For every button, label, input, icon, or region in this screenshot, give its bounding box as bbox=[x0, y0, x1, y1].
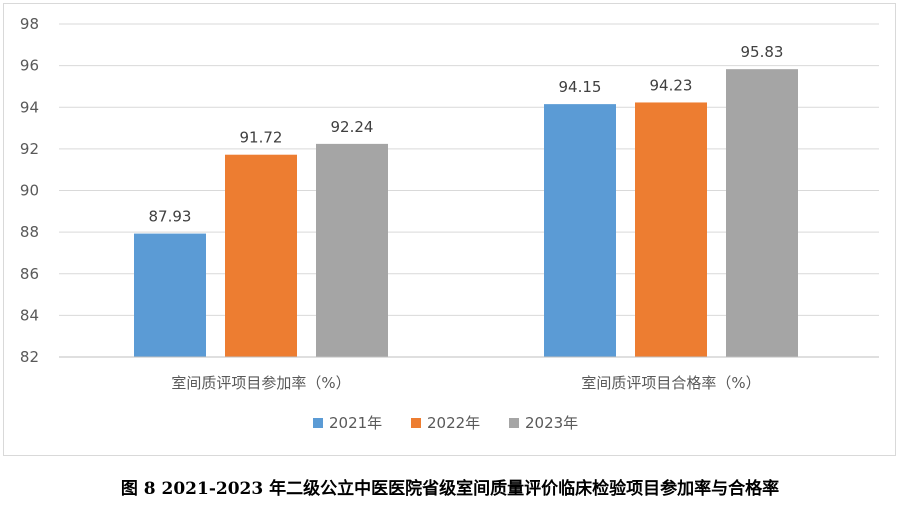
y-tick-label: 92 bbox=[20, 140, 39, 158]
data-label: 92.24 bbox=[331, 118, 374, 136]
bar-2022年-1 bbox=[635, 102, 707, 357]
figure-caption: 图 8 2021-2023 年二级公立中医医院省级室间质量评价临床检验项目参加率… bbox=[120, 479, 780, 499]
bar-2021年-1 bbox=[544, 104, 616, 357]
category-label: 室间质评项目合格率（%） bbox=[581, 374, 760, 392]
data-label: 94.15 bbox=[559, 78, 602, 96]
y-tick-label: 84 bbox=[20, 306, 39, 324]
data-label: 95.83 bbox=[741, 43, 784, 61]
category-label: 室间质评项目参加率（%） bbox=[171, 374, 350, 392]
bar-2021年-0 bbox=[134, 233, 206, 357]
y-tick-label: 94 bbox=[20, 98, 39, 116]
legend-swatch bbox=[411, 418, 421, 428]
legend-entry: 2023年 bbox=[525, 414, 578, 432]
y-tick-label: 96 bbox=[20, 57, 39, 75]
y-tick-label: 86 bbox=[20, 265, 39, 283]
y-tick-label: 98 bbox=[20, 15, 39, 33]
bar-2023年-0 bbox=[316, 143, 388, 357]
y-tick-label: 82 bbox=[20, 348, 39, 366]
chart-frame: 87.93 91.72 92.24 94.15 94.23 95.83 82 84 86 88 9… bbox=[3, 3, 896, 456]
bar-2022年-0 bbox=[225, 154, 297, 357]
legend-swatch bbox=[509, 418, 519, 428]
legend-swatch bbox=[313, 418, 323, 428]
y-tick-label: 90 bbox=[20, 182, 39, 200]
bar-chart: 87.93 91.72 92.24 94.15 94.23 95.83 82 84 86 88 9… bbox=[20, 15, 879, 432]
legend-entry: 2021年 bbox=[329, 414, 382, 432]
data-label: 87.93 bbox=[149, 208, 192, 226]
bar-2023年-1 bbox=[726, 69, 798, 358]
data-label: 94.23 bbox=[650, 76, 693, 94]
data-label: 91.72 bbox=[240, 129, 283, 147]
y-tick-label: 88 bbox=[20, 223, 39, 241]
legend-entry: 2022年 bbox=[427, 414, 480, 432]
